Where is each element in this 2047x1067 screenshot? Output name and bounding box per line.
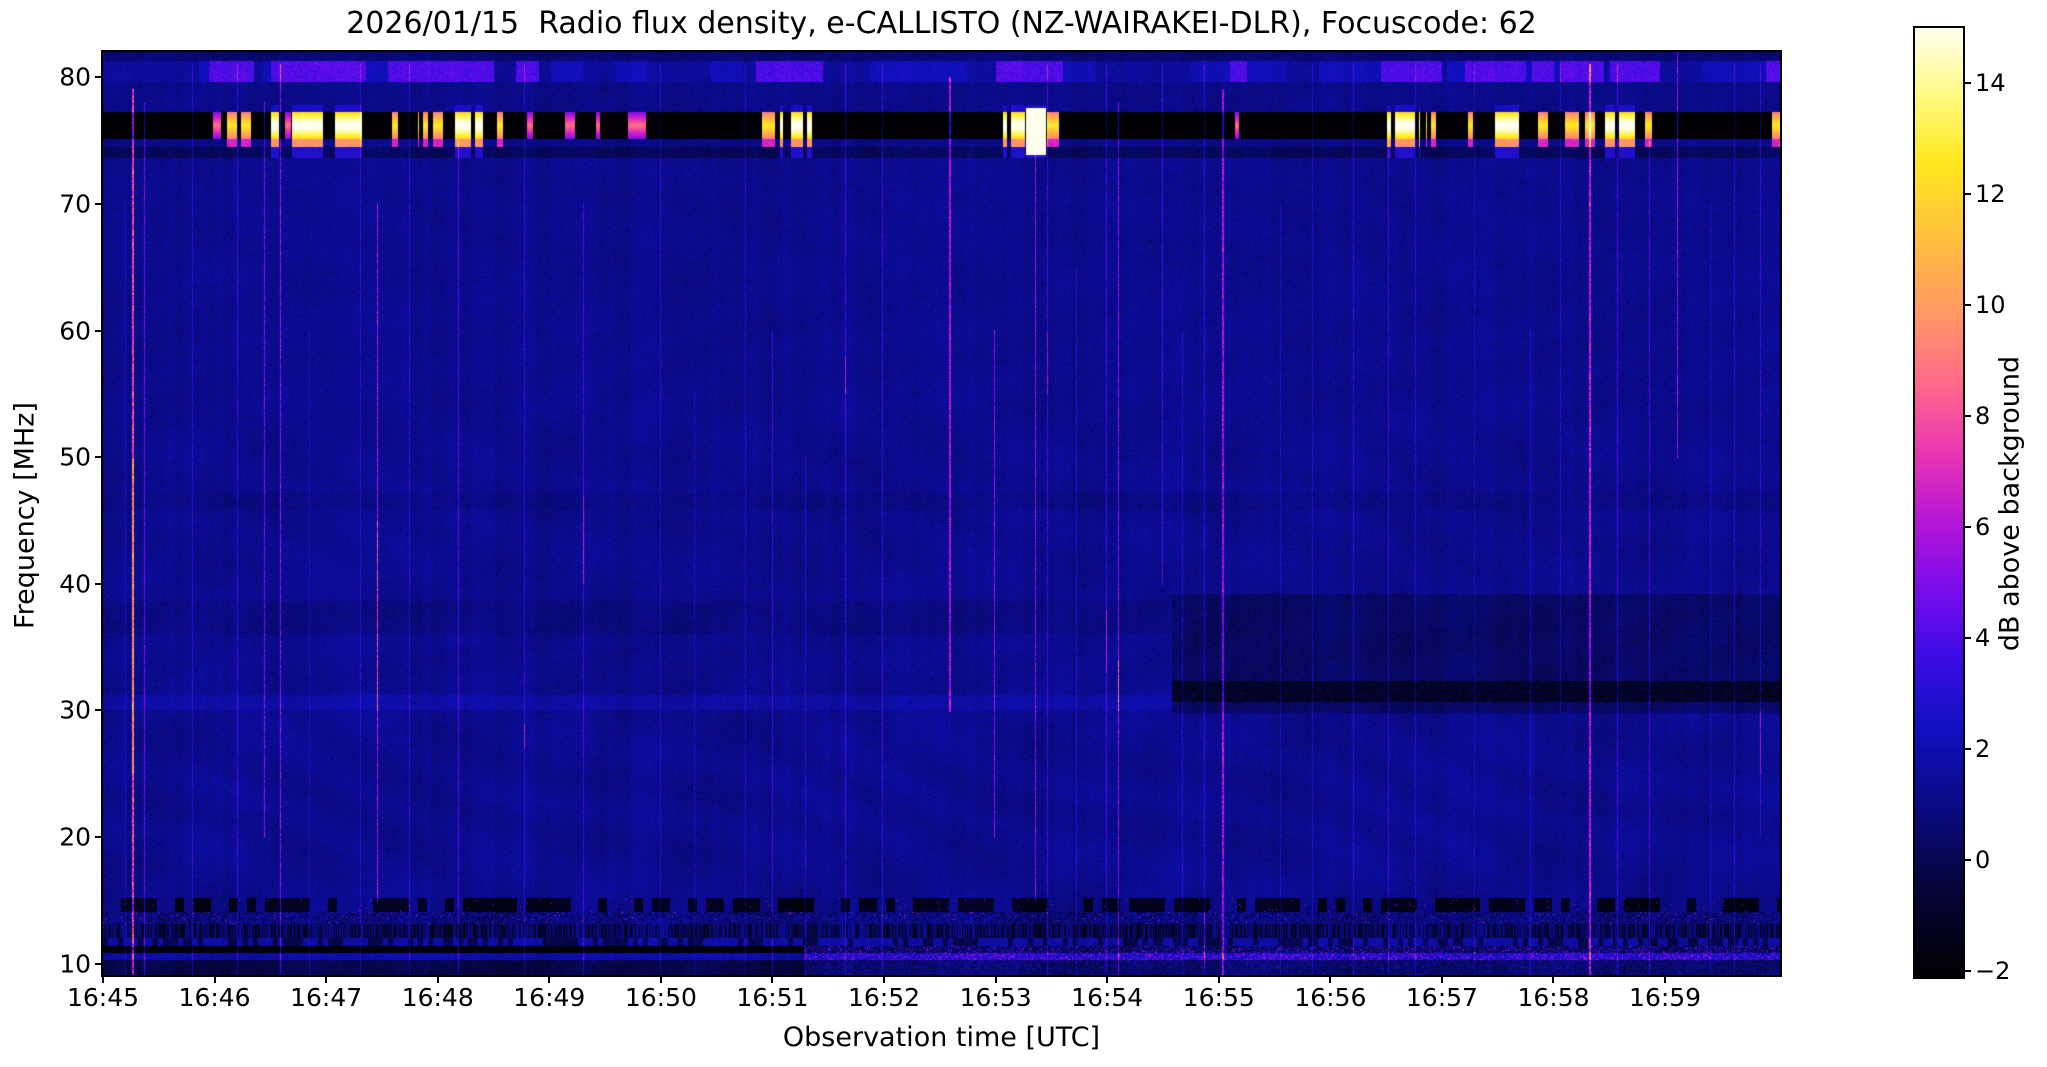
x-tick-mark <box>883 975 886 983</box>
y-tick-mark <box>95 709 103 712</box>
x-tick-label: 16:47 <box>290 983 363 1012</box>
x-tick-label: 16:51 <box>736 983 809 1012</box>
y-tick-mark <box>95 835 103 838</box>
x-tick-mark <box>994 975 997 983</box>
colorbar-canvas <box>1915 28 1963 977</box>
colorbar-tick-label: 2 <box>1975 735 1991 764</box>
x-tick-label: 16:58 <box>1517 983 1590 1012</box>
x-tick-mark <box>213 975 216 983</box>
x-tick-label: 16:56 <box>1294 983 1367 1012</box>
x-tick-label: 16:54 <box>1071 983 1144 1012</box>
colorbar-tick-mark <box>1963 415 1971 418</box>
y-tick-mark <box>95 582 103 585</box>
x-tick-mark <box>771 975 774 983</box>
x-tick-label: 16:50 <box>624 983 697 1012</box>
x-tick-mark <box>1106 975 1109 983</box>
y-tick-label: 10 <box>59 949 91 979</box>
y-tick-label: 70 <box>59 189 91 219</box>
plot-area <box>101 50 1782 977</box>
colorbar-tick-mark <box>1963 748 1971 751</box>
x-tick-mark <box>436 975 439 983</box>
colorbar-tick-mark <box>1963 637 1971 640</box>
colorbar-tick-mark <box>1963 82 1971 85</box>
x-tick-mark <box>102 975 104 983</box>
y-axis-label: Frequency [MHz] <box>9 402 41 629</box>
spectrogram-canvas <box>103 52 1780 975</box>
colorbar-tick-label: 10 <box>1975 291 2006 320</box>
y-tick-mark <box>95 202 103 205</box>
y-tick-mark <box>95 456 103 459</box>
colorbar-label: dB above background <box>1994 355 2026 652</box>
colorbar-tick-mark <box>1963 304 1971 307</box>
x-axis-label: Observation time [UTC] <box>782 1022 1101 1053</box>
x-tick-mark <box>1217 975 1220 983</box>
colorbar-tick-label: 6 <box>1975 513 1991 542</box>
x-tick-mark <box>1440 975 1443 983</box>
y-tick-mark <box>95 329 103 332</box>
colorbar-tick-label: 0 <box>1975 846 1991 875</box>
y-tick-label: 80 <box>59 62 91 92</box>
y-tick-label: 30 <box>59 695 91 725</box>
colorbar-tick-label: 8 <box>1975 402 1991 431</box>
colorbar-tick-mark <box>1963 970 1971 973</box>
x-tick-mark <box>1329 975 1332 983</box>
x-tick-mark <box>1552 975 1555 983</box>
y-tick-mark <box>95 76 103 79</box>
x-tick-label: 16:49 <box>513 983 586 1012</box>
chart-title: 2026/01/15 Radio flux density, e-CALLIST… <box>346 6 1537 41</box>
x-tick-mark <box>325 975 328 983</box>
x-tick-label: 16:46 <box>178 983 251 1012</box>
colorbar <box>1913 26 1965 979</box>
x-tick-label: 16:52 <box>848 983 921 1012</box>
colorbar-tick-mark <box>1963 193 1971 196</box>
x-tick-label: 16:55 <box>1182 983 1255 1012</box>
colorbar-tick-mark <box>1963 859 1971 862</box>
y-tick-label: 50 <box>59 442 91 472</box>
colorbar-tick-label: 4 <box>1975 624 1991 653</box>
x-tick-mark <box>659 975 662 983</box>
x-tick-mark <box>1664 975 1667 983</box>
y-tick-label: 20 <box>59 822 91 852</box>
y-tick-label: 60 <box>59 316 91 346</box>
x-tick-label: 16:57 <box>1405 983 1478 1012</box>
colorbar-tick-label: 12 <box>1975 180 2006 209</box>
x-tick-label: 16:48 <box>401 983 474 1012</box>
x-tick-mark <box>548 975 551 983</box>
x-tick-label: 16:45 <box>66 983 140 1012</box>
x-tick-label: 16:53 <box>959 983 1032 1012</box>
colorbar-tick-label: 14 <box>1975 69 2006 98</box>
colorbar-tick-label: −2 <box>1975 957 2011 986</box>
colorbar-tick-mark <box>1963 526 1971 529</box>
x-tick-label: 16:59 <box>1629 983 1702 1012</box>
y-tick-label: 40 <box>59 569 91 599</box>
y-tick-mark <box>95 962 103 965</box>
